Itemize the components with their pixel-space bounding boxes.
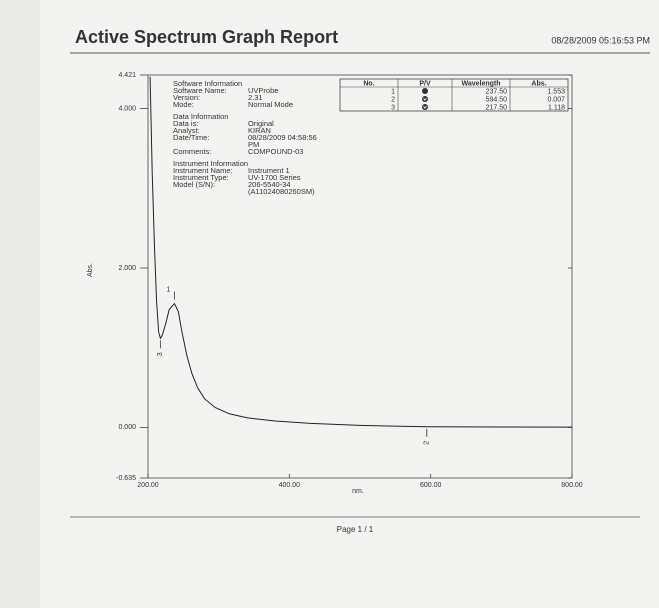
info-label: Instrument Type: <box>173 173 229 182</box>
peak-marker-label: 1 <box>167 286 171 293</box>
table-no: 2 <box>391 96 395 103</box>
info-label: Comments: <box>173 147 211 156</box>
table-wavelength: 594.50 <box>486 96 508 103</box>
peak-marker-label: 2 <box>424 441 431 445</box>
table-wavelength: 217.50 <box>486 104 508 111</box>
pv-icon-valley <box>423 97 427 102</box>
table-no: 1 <box>391 88 395 95</box>
y-tick-label: 4.000 <box>118 105 136 112</box>
plot-frame <box>147 74 573 479</box>
peak-marker-label: 3 <box>157 352 164 356</box>
info-value: Instrument 1 <box>248 166 290 175</box>
y-axis-label: Abs. <box>87 263 94 277</box>
report-datetime: 08/28/2009 05:16:53 PM <box>551 35 650 45</box>
info-label: Version: <box>173 93 200 102</box>
x-tick-label: 600.00 <box>420 482 442 489</box>
table-abs: 1.553 <box>547 88 565 95</box>
info-value: 2.31 <box>248 93 263 102</box>
x-tick-label: 200.00 <box>137 482 159 489</box>
info-value: Original <box>248 119 274 128</box>
info-section-title: Data Information <box>173 112 228 121</box>
y-tick-label: 0.000 <box>118 424 136 431</box>
info-label: Analyst: <box>173 126 200 135</box>
y-tick-label: 4.421 <box>118 72 136 79</box>
pv-icon <box>422 96 428 102</box>
paper-shadow <box>0 0 40 608</box>
x-axis-label: nm. <box>352 488 364 495</box>
x-tick-label: 400.00 <box>279 482 301 489</box>
table-header: P/V <box>419 80 431 87</box>
table-abs: 0.007 <box>547 96 565 103</box>
y-tick-label: -0.635 <box>116 475 136 482</box>
info-label: Data is: <box>173 119 198 128</box>
info-value: 206-5540-34 <box>248 180 291 189</box>
info-value: (A11024080260SM) <box>248 187 315 196</box>
table-abs: 1.118 <box>548 104 565 111</box>
info-value: UVProbe <box>248 86 278 95</box>
table-wavelength: 237.50 <box>486 88 508 95</box>
info-value: PM <box>248 140 259 149</box>
info-section-title: Software Information <box>173 79 242 88</box>
info-label: Date/Time: <box>173 133 209 142</box>
page-number: Page 1 / 1 <box>337 525 374 534</box>
info-label: Model (S/N): <box>173 180 215 189</box>
table-header: No. <box>363 80 374 87</box>
info-label: Mode: <box>173 100 194 109</box>
info-value: Normal Mode <box>248 100 293 109</box>
info-value: UV-1700 Series <box>248 173 301 182</box>
report-title: Active Spectrum Graph Report <box>75 27 338 47</box>
info-value: COMPOUND-03 <box>248 147 303 156</box>
pv-icon <box>422 104 428 110</box>
x-tick-label: 800.00 <box>561 482 583 489</box>
table-header: Abs. <box>531 80 546 87</box>
info-label: Software Name: <box>173 86 227 95</box>
table-header: Wavelength <box>461 80 500 87</box>
info-label: Instrument Name: <box>173 166 233 175</box>
pv-icon <box>422 88 428 94</box>
info-value: 08/28/2009 04:58:56 <box>248 133 317 142</box>
y-tick-label: 2.000 <box>118 265 136 272</box>
info-section-title: Instrument Information <box>173 159 248 168</box>
peak-table-frame <box>339 78 569 112</box>
spectrum-line <box>149 76 572 428</box>
pv-icon-valley <box>423 105 427 110</box>
info-value: KIRAN <box>248 126 271 135</box>
table-no: 3 <box>391 104 395 111</box>
